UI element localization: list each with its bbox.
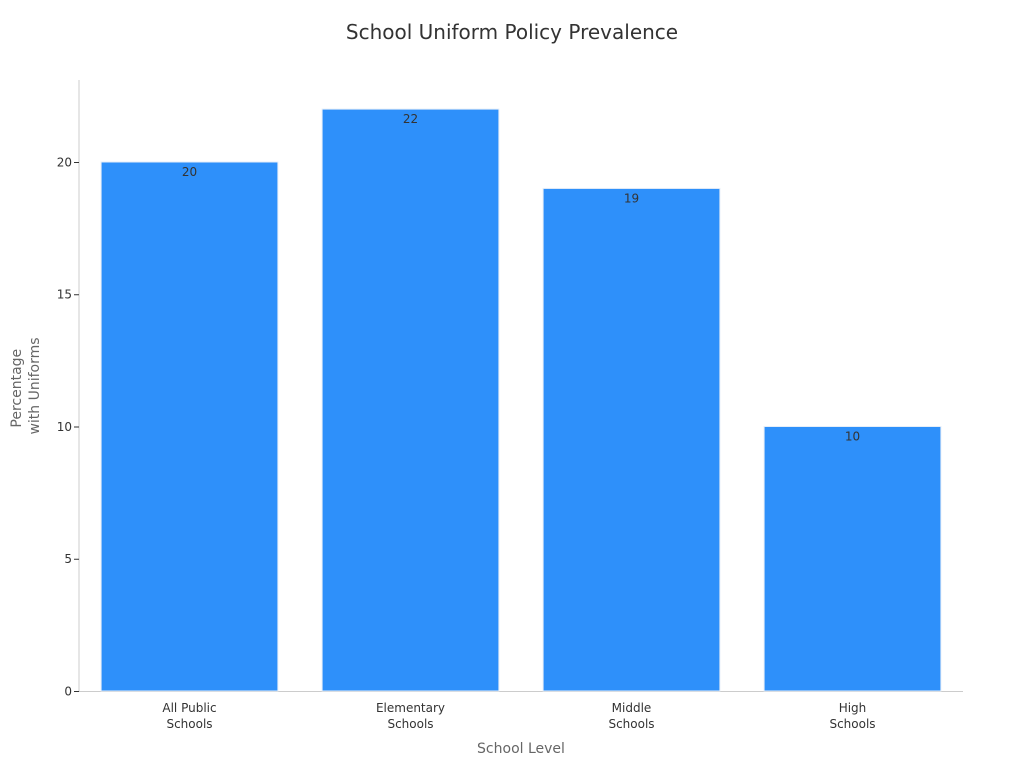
x-tick-label-line: Schools (387, 717, 433, 731)
bar (321, 108, 500, 692)
data-label: 20 (182, 165, 197, 179)
svg-text:Percentage with Uniforms: Percentage with Uniforms (9, 337, 42, 434)
y-axis-title: Percentage with Uniforms (6, 306, 43, 466)
y-tick-label: 15 (57, 288, 72, 302)
x-tick-label-line: Schools (166, 717, 212, 731)
y-axis-title-line-2: with Uniforms (27, 337, 42, 434)
x-tick-label-line: High (839, 701, 867, 715)
y-tick-label: 0 (64, 685, 72, 699)
x-tick-label: Middle Schools (608, 701, 654, 731)
y-tick-label: 10 (57, 420, 72, 434)
chart-bars (100, 108, 942, 692)
bar (100, 161, 279, 692)
chart-labels: 0 5 10 15 20 20 All Public Schools 22 Elementary S… (57, 112, 876, 731)
x-tick-label: Elementary Schools (376, 701, 445, 731)
data-label: 10 (845, 429, 860, 443)
x-tick-label-line: Schools (829, 717, 875, 731)
data-label: 22 (403, 112, 418, 126)
x-tick-label-line: All Public (162, 701, 216, 715)
y-axis-title-line-1: Percentage (9, 349, 25, 428)
y-tick-label: 20 (57, 155, 72, 169)
x-tick-label: All Public Schools (162, 701, 216, 731)
x-tick-label-line: Elementary (376, 701, 445, 715)
data-label: 19 (624, 191, 639, 205)
x-tick-label-line: Schools (608, 717, 654, 731)
chart-title: School Uniform Policy Prevalence (345, 20, 679, 44)
x-tick-label-line: Middle (612, 701, 652, 715)
x-axis-title: School Level (477, 741, 565, 757)
y-tick-label: 5 (64, 552, 72, 566)
bar (542, 187, 721, 692)
x-tick-label: High Schools (829, 701, 875, 731)
bar (763, 425, 942, 692)
